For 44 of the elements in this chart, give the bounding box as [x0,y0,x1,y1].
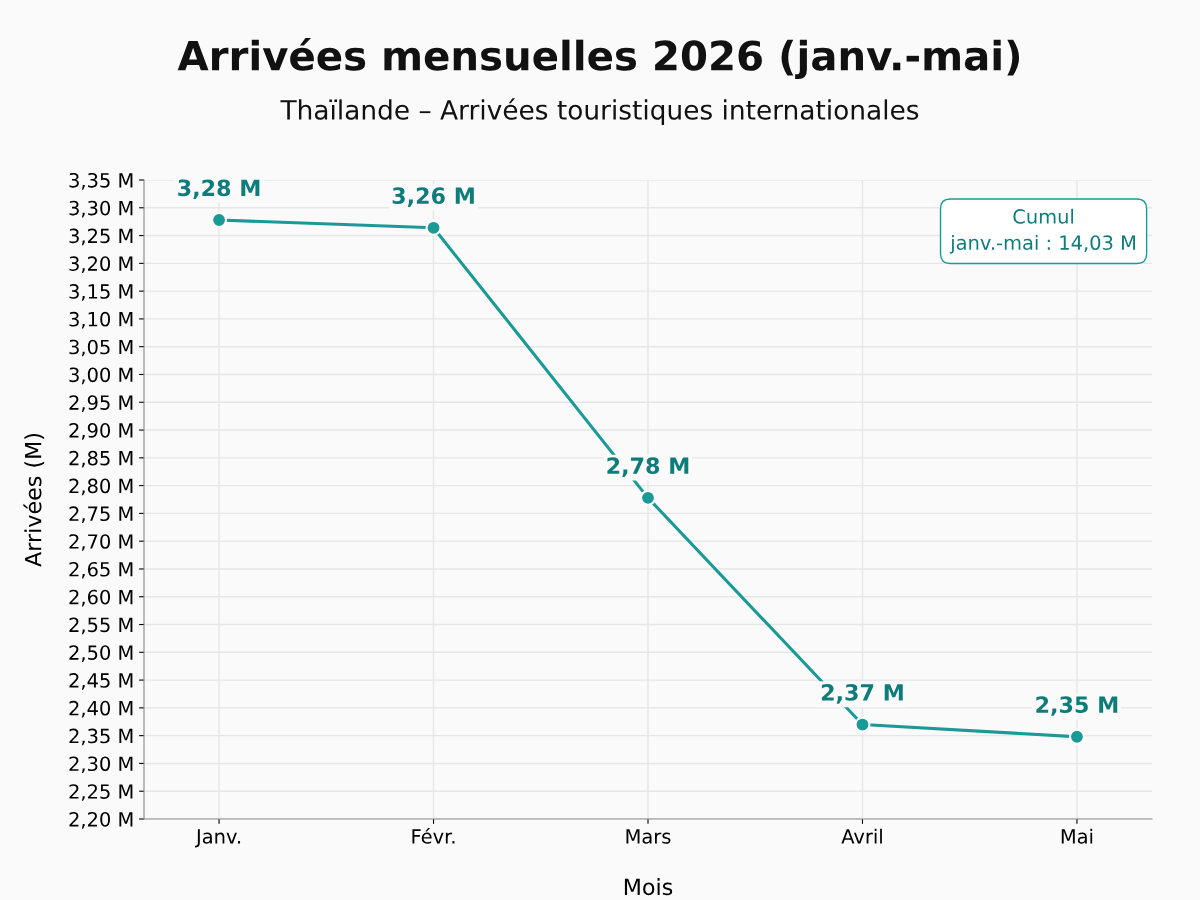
y-tick-label: 2,20 M [69,811,133,829]
y-tick-label: 3,25 M [69,228,133,246]
y-tick-label: 2,80 M [69,478,133,496]
y-tick-label: 3,10 M [69,311,133,329]
y-tick-label: 2,65 M [69,561,133,579]
x-tick-label: Janv. [194,829,241,848]
data-label: 3,28 M [178,179,260,200]
y-axis-title: Arrivées (M) [23,433,45,567]
y-tick-label: 2,35 M [69,728,133,746]
y-tick-label: 3,30 M [69,200,133,218]
y-tick-label: 2,40 M [69,700,133,718]
y-tick-label: 3,15 M [69,284,133,301]
x-tick-label: Mai [1061,828,1093,844]
point [425,219,442,236]
y-tick-label: 2,30 M [69,756,133,774]
y-tick-label: 3,35 M [69,172,133,190]
point [854,716,871,733]
data-label: 3,26 M [392,187,474,207]
annotation: Cumul janv.-mai : 14,03 M [949,208,1135,254]
x-tick-label: Mars [626,829,671,844]
y-tick-label: 2,95 M [69,395,133,412]
y-tick-label: 3,00 M [69,367,133,385]
point [1068,728,1085,745]
y-tick-label: 2,55 M [69,617,133,635]
chart-subtitle: Thaïlande – Arrivées touristiques internationales [280,98,919,125]
y-tick-label: 3,20 M [69,256,133,273]
y-tick-label: 2,75 M [69,506,133,524]
y-tick-label: 2,60 M [69,589,133,607]
y-tick-label: 2,85 M [69,450,133,468]
y-tick-label: 2,25 M [69,784,133,801]
chart-title: Arrivées mensuelles 2026 (janv.-mai) [177,38,1020,79]
data-label: 2,37 M [821,683,903,704]
x-axis-title: Mois [624,878,673,896]
data-label: 2,35 M [1036,696,1118,716]
point [640,489,656,506]
point [211,212,228,228]
y-tick-label: 2,70 M [69,534,133,551]
y-tick-label: 2,90 M [69,423,133,440]
y-tick-label: 2,45 M [69,673,133,690]
y-tick-label: 3,05 M [69,339,133,357]
y-tick-label: 2,50 M [69,645,133,662]
data-label: 2,78 M [607,457,689,477]
x-tick-label: Avril [841,828,882,844]
x-tick-label: Févr. [412,827,455,844]
